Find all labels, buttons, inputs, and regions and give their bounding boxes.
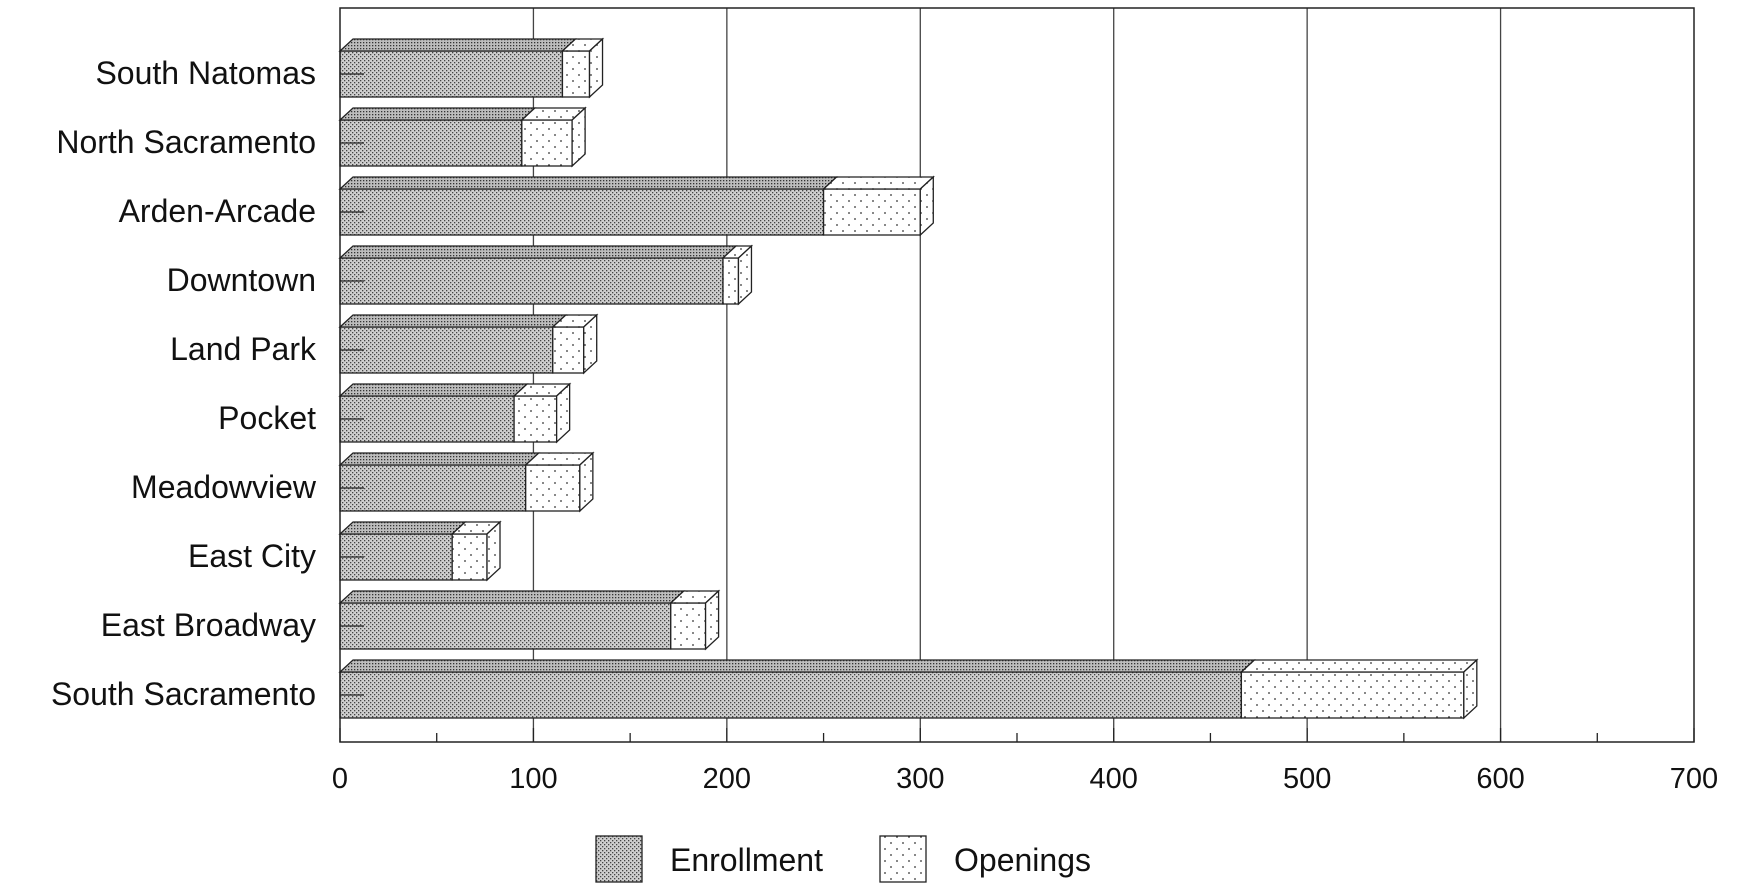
bar-enrollment [339, 119, 523, 167]
bar-enrollment [339, 326, 554, 374]
bar-openings-top [1239, 659, 1479, 673]
bar-enrollment-top [338, 314, 568, 328]
bar-openings [670, 602, 707, 650]
bar-side [571, 106, 586, 168]
bar-side [583, 313, 598, 375]
x-tick-label: 300 [896, 763, 944, 795]
legend-swatch-enrollment [595, 835, 643, 883]
x-tick-label: 0 [332, 763, 348, 795]
x-tick-label: 100 [509, 763, 557, 795]
category-label: Land Park [170, 331, 317, 367]
bar-enrollment-top [338, 659, 1257, 673]
bar-side [919, 175, 934, 237]
bar-openings [451, 533, 488, 581]
bar-side [737, 244, 753, 306]
bar-enrollment [339, 671, 1243, 719]
bar-enrollment-top [338, 521, 467, 535]
bar-openings [722, 257, 740, 305]
category-label: South Natomas [95, 55, 316, 91]
bar-enrollment [339, 395, 515, 443]
bar-enrollment-top [338, 245, 738, 259]
category-label: South Sacramento [51, 676, 316, 712]
bar-enrollment-top [338, 38, 578, 52]
bar-openings [552, 326, 585, 374]
bar-openings [513, 395, 558, 443]
bar-enrollment-top [338, 590, 686, 604]
x-tick-label: 600 [1476, 763, 1524, 795]
category-label: Pocket [218, 400, 316, 436]
category-label: East Broadway [101, 607, 316, 643]
x-tick-label: 500 [1283, 763, 1331, 795]
bar-side [486, 520, 501, 582]
bar-enrollment-top [338, 107, 537, 121]
bar-enrollment [339, 464, 527, 512]
legend-swatch-openings [879, 835, 927, 883]
bar-openings [822, 188, 921, 236]
bar-enrollment-top [338, 383, 529, 397]
bar-side [579, 451, 594, 513]
legend-label-openings: Openings [954, 842, 1091, 878]
x-tick-label: 400 [1090, 763, 1138, 795]
bar-enrollment [339, 188, 825, 236]
bar-openings [521, 119, 573, 167]
bar-side [555, 382, 571, 444]
bar-side [704, 589, 720, 651]
category-label: Downtown [167, 262, 316, 298]
x-tick-label: 700 [1670, 763, 1718, 795]
bar-openings [1240, 671, 1465, 719]
bar-side [1463, 658, 1478, 720]
bar-openings-top [821, 176, 935, 190]
bar-enrollment-top [338, 176, 839, 190]
bar-enrollment [339, 257, 724, 305]
category-label: Meadowview [131, 469, 317, 505]
bar-openings [525, 464, 581, 512]
bar-openings [561, 50, 591, 98]
category-label: Arden-Arcade [119, 193, 316, 229]
category-label: North Sacramento [56, 124, 316, 160]
x-tick-label: 200 [703, 763, 751, 795]
legend-label-enrollment: Enrollment [670, 842, 823, 878]
bar-side [588, 37, 604, 99]
bar-enrollment [339, 602, 672, 650]
bar-enrollment-top [338, 452, 541, 466]
bar-enrollment [339, 50, 564, 98]
category-label: East City [188, 538, 316, 574]
